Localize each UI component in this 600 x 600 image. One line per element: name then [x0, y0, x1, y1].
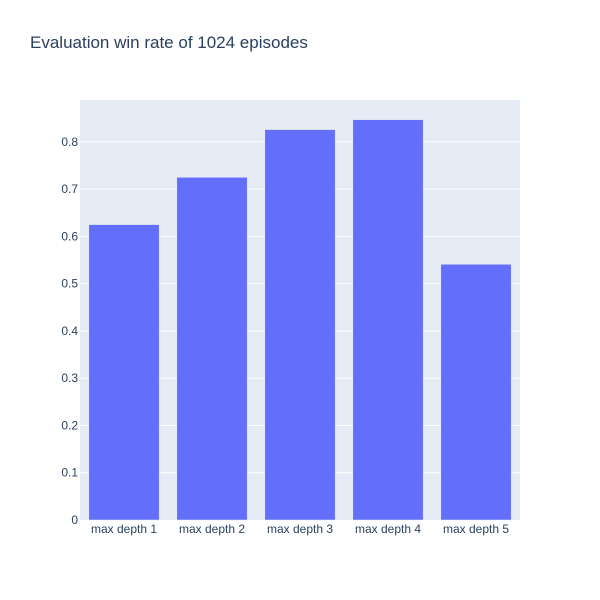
y-tick-label: 0.8	[61, 135, 78, 149]
x-tick-label: max depth 1	[91, 522, 157, 536]
y-tick-label: 0.7	[61, 182, 78, 196]
bar	[176, 177, 248, 521]
bar	[88, 224, 160, 521]
x-tick-label: max depth 4	[355, 522, 421, 536]
bar	[264, 129, 336, 521]
x-tick-label: max depth 3	[267, 522, 333, 536]
y-tick-label: 0.6	[61, 229, 78, 243]
bar	[440, 264, 512, 521]
y-tick-label: 0.3	[61, 371, 78, 385]
y-tick-label: 0.2	[61, 418, 78, 432]
chart-title: Evaluation win rate of 1024 episodes	[30, 33, 308, 52]
y-tick-label: 0.5	[61, 277, 78, 291]
x-tick-label: max depth 2	[179, 522, 245, 536]
x-axis-ticks: max depth 1 max depth 2 max depth 3 max dep…	[91, 522, 509, 536]
x-tick-label: max depth 5	[443, 522, 509, 536]
bars	[88, 119, 512, 521]
y-tick-label: 0	[71, 513, 78, 527]
y-tick-label: 0.1	[61, 466, 78, 480]
bar	[352, 119, 424, 521]
y-axis-ticks: 0 0.1 0.2 0.3 0.4 0.5 0.6 0.7 0.8	[61, 135, 78, 527]
y-tick-label: 0.4	[61, 324, 78, 338]
